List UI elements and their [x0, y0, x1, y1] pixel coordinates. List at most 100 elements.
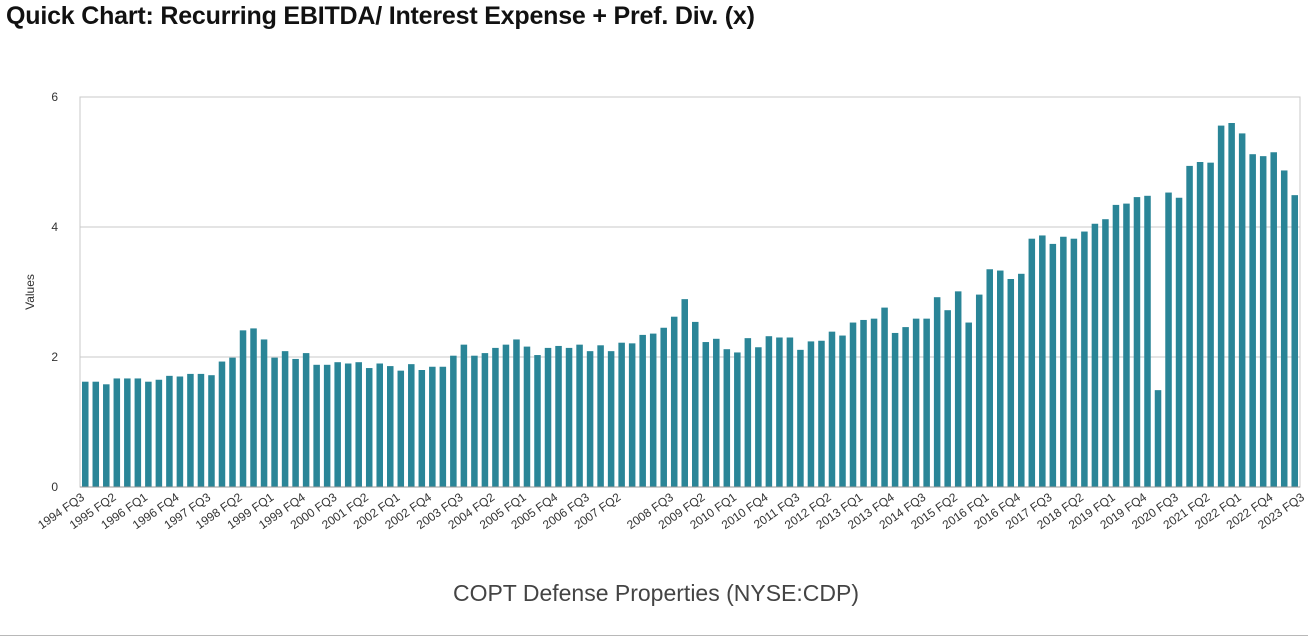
bar: [713, 338, 720, 487]
bar: [124, 378, 131, 487]
bar: [891, 332, 899, 487]
bar: [692, 321, 699, 487]
bar: [649, 333, 657, 487]
bar: [565, 347, 573, 487]
bar: [1091, 223, 1099, 487]
bar: [986, 269, 993, 487]
bar: [292, 358, 299, 487]
bar: [618, 342, 625, 487]
bar: [954, 291, 962, 487]
bar: [313, 364, 320, 487]
bar: [1175, 197, 1183, 487]
bar: [1123, 203, 1130, 487]
bar: [365, 368, 373, 487]
bar: [786, 337, 794, 487]
bottom-divider: [0, 635, 1308, 636]
bar: [702, 342, 710, 487]
bar: [1144, 195, 1151, 488]
bar: [429, 366, 436, 487]
bar: [166, 375, 173, 487]
bar: [197, 373, 205, 487]
bar: [239, 330, 247, 487]
bar: [513, 339, 520, 487]
bar: [281, 351, 289, 487]
bar: [1207, 162, 1214, 487]
bar: [344, 363, 352, 487]
bar: [902, 327, 909, 487]
bar: [229, 357, 236, 487]
bar: [660, 327, 667, 487]
bar: [176, 376, 184, 487]
bar: [113, 378, 121, 487]
bar: [523, 346, 531, 487]
bar: [408, 364, 415, 487]
bar: [1081, 231, 1088, 487]
plot-frame: [79, 96, 1301, 488]
bar: [1280, 170, 1288, 487]
bar-series: [82, 123, 1298, 488]
bar: [481, 353, 489, 487]
bar: [1070, 238, 1078, 487]
bar: [639, 334, 646, 487]
bar: [555, 345, 562, 487]
bar: [145, 381, 152, 487]
bar: [260, 339, 268, 487]
bar: [92, 381, 100, 487]
x-axis-label: COPT Defense Properties (NYSE:CDP): [453, 580, 859, 606]
chart-title: Quick Chart: Recurring EBITDA/ Interest …: [6, 2, 755, 30]
bar: [1249, 154, 1256, 487]
bar: [818, 340, 825, 487]
bar: [607, 351, 615, 487]
bar: [439, 366, 447, 487]
bar: [218, 361, 226, 487]
bar: [450, 355, 457, 487]
y-axis-label: Values: [23, 274, 37, 310]
bar: [870, 318, 878, 487]
bar: [1049, 243, 1057, 487]
bar: [1217, 125, 1225, 487]
bar: [1102, 219, 1109, 487]
bar: [376, 363, 383, 487]
bar: [912, 318, 920, 487]
bar: [250, 328, 257, 487]
bar: [334, 362, 341, 487]
bar: [944, 310, 951, 487]
bar: [1165, 192, 1172, 488]
bar: [734, 352, 741, 487]
bar: [302, 353, 310, 487]
bar: [103, 384, 110, 487]
bar: [460, 344, 468, 487]
bar: [860, 319, 867, 487]
bar: [923, 318, 930, 487]
bar: [1228, 123, 1235, 487]
bar: [387, 366, 394, 487]
bar: [1112, 204, 1120, 487]
bar: [586, 351, 594, 487]
bar: [670, 316, 678, 487]
bar: [797, 349, 804, 487]
y-tick-label: 6: [51, 90, 58, 104]
bar: [397, 370, 405, 487]
bar: [155, 379, 163, 487]
bar: [1028, 238, 1036, 487]
bar: [765, 336, 773, 487]
bar: [1259, 156, 1267, 487]
bar: [628, 343, 636, 487]
bar: [597, 345, 604, 487]
bar: [502, 344, 510, 487]
bar: [271, 357, 278, 487]
bar: [776, 337, 783, 487]
y-tick-label: 2: [51, 350, 58, 364]
y-axis-ticks: 0 2 4 6: [51, 90, 58, 494]
bar: [807, 341, 815, 487]
bar: [828, 331, 836, 487]
bar: [1060, 236, 1067, 487]
bar: [681, 299, 688, 487]
bar: [323, 364, 331, 487]
bar: [744, 338, 752, 487]
bar: [82, 381, 89, 487]
bar: [1154, 390, 1162, 487]
bar: [1238, 133, 1246, 487]
